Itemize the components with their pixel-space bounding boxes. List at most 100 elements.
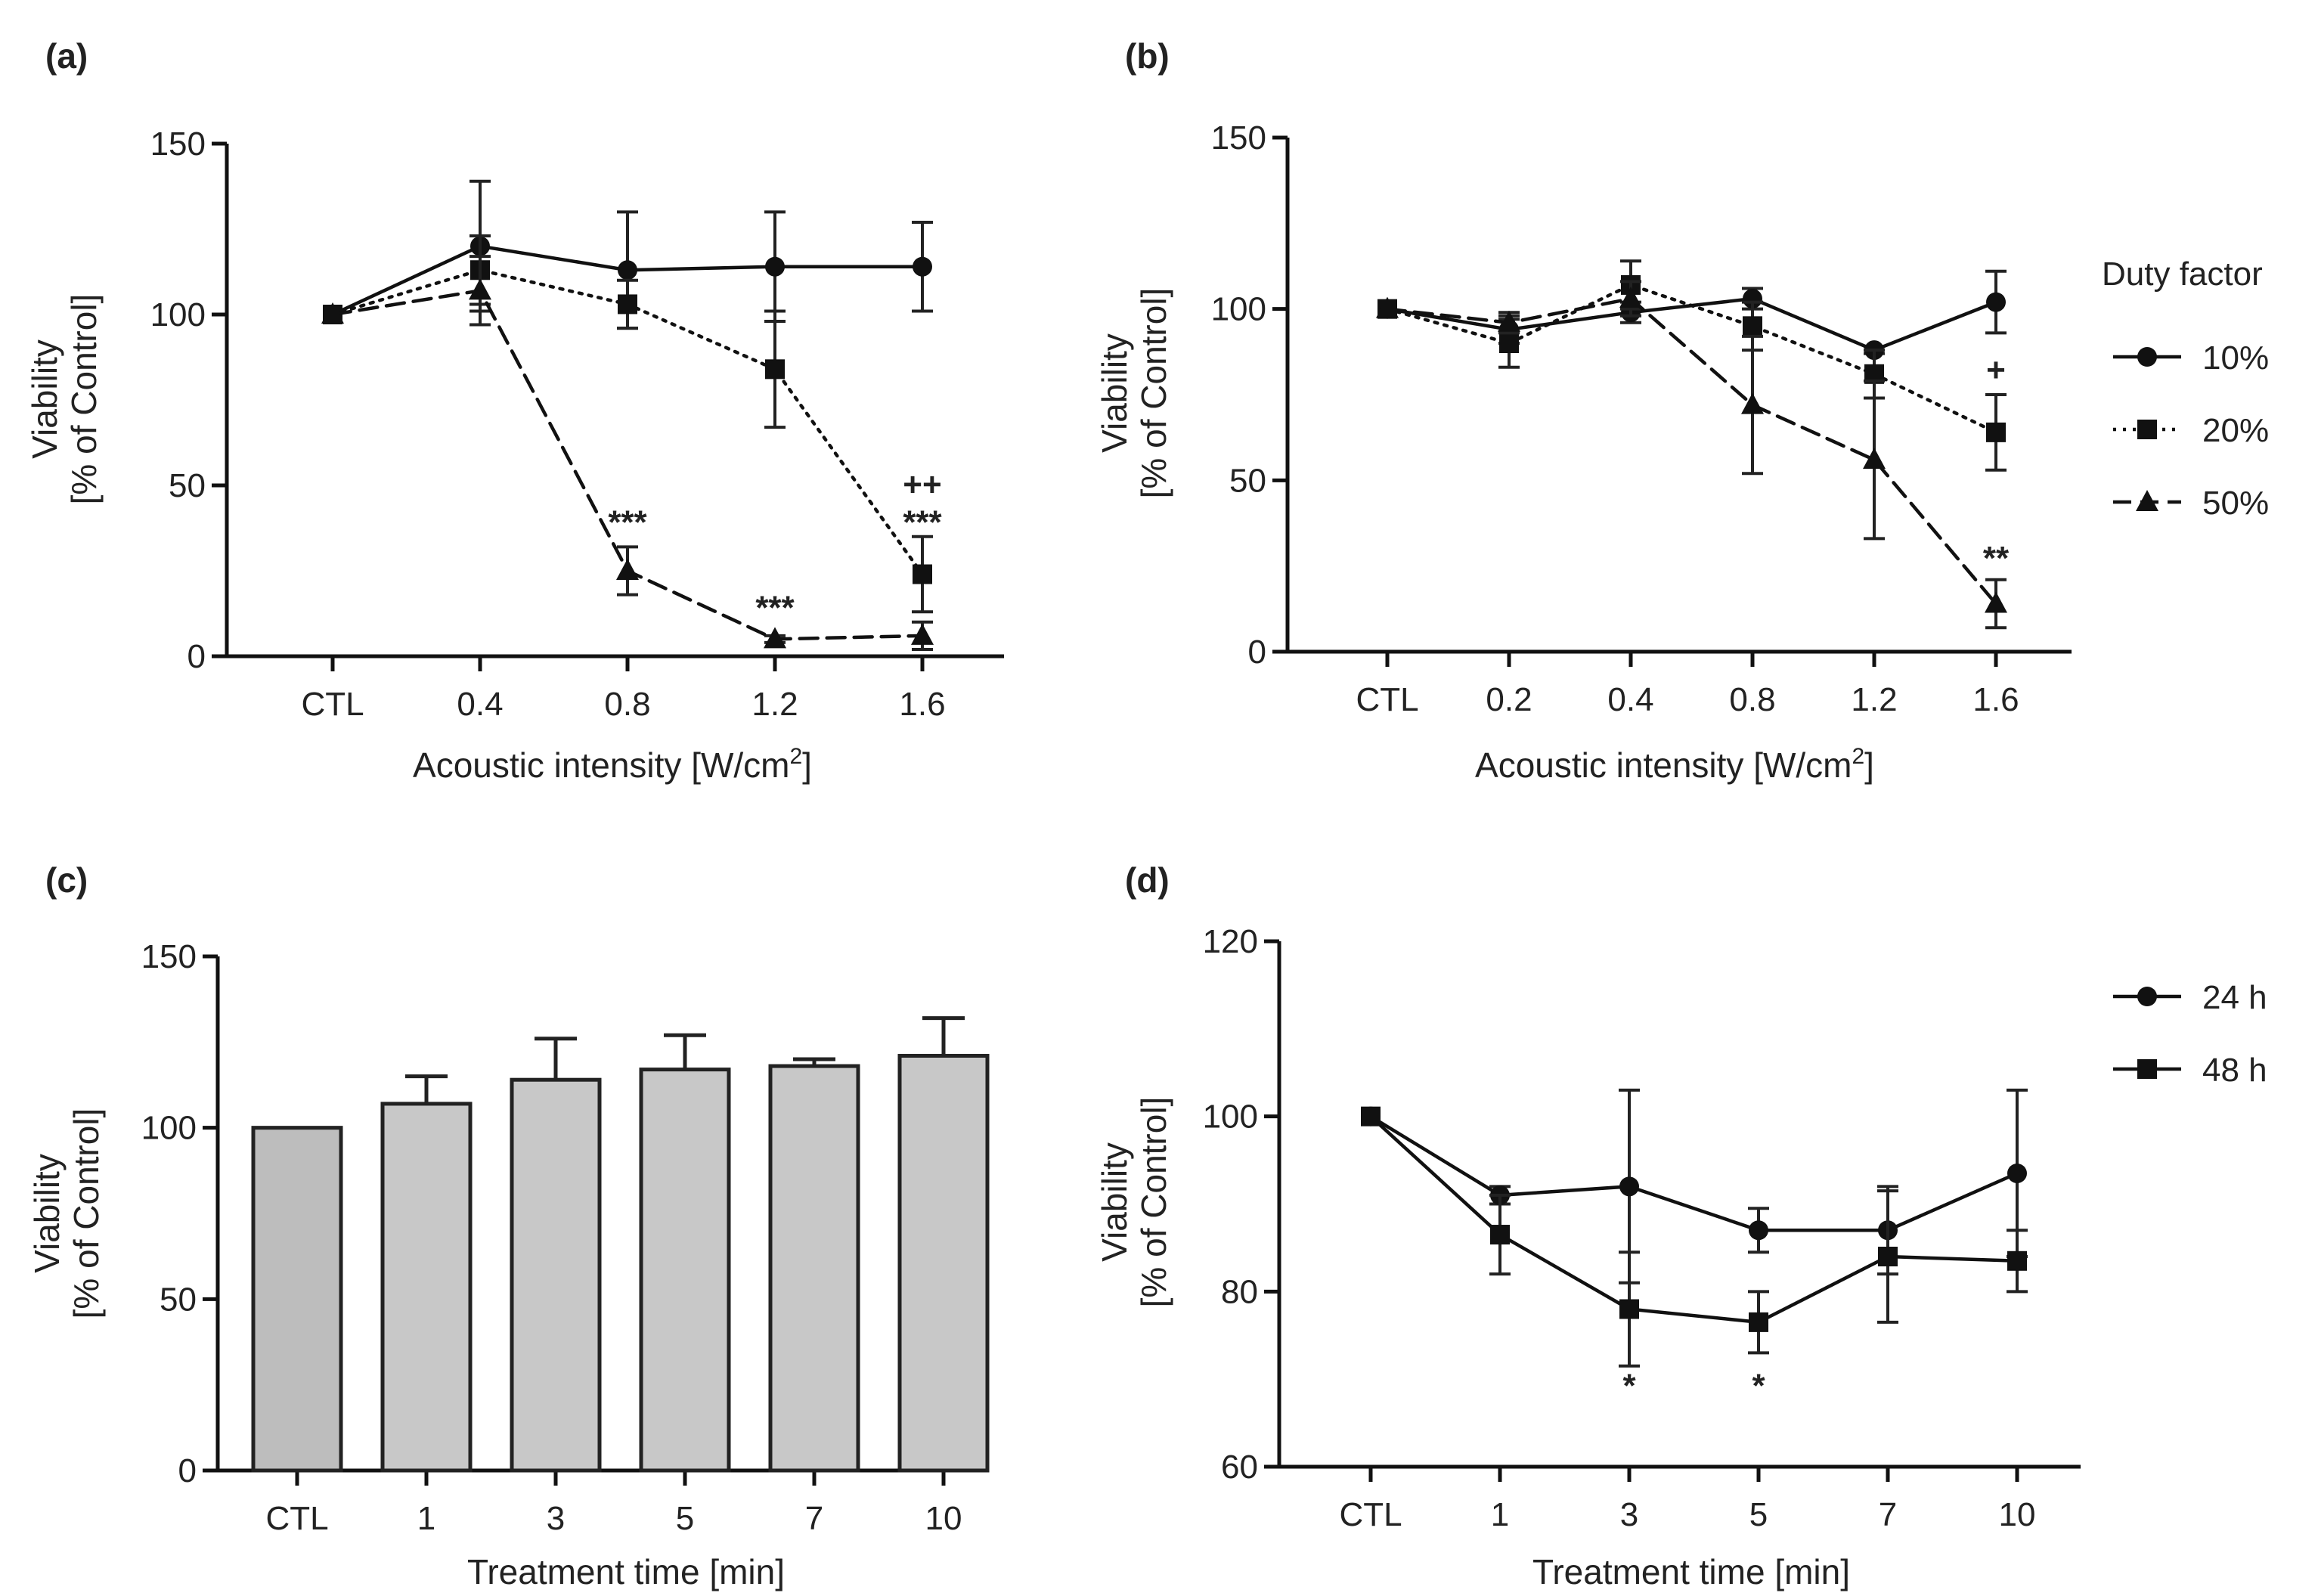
x-tick-label: 1 — [1491, 1496, 1509, 1533]
significance-annotation: *** — [608, 504, 647, 541]
x-tick-label: 1.6 — [1972, 681, 2019, 718]
significance-annotation: * — [1622, 1367, 1636, 1404]
data-point — [1490, 1225, 1510, 1245]
y-tick-label: 100 — [1211, 291, 1266, 328]
x-axis-title: Treatment time [min] — [1532, 1552, 1850, 1591]
bar — [639, 1068, 731, 1473]
panel-label: (a) — [45, 36, 88, 76]
y-tick-label: 50 — [1229, 462, 1266, 499]
x-tick-label: 1 — [417, 1500, 435, 1537]
panel-b: 0 50 100 150 CTL 0.2 0.4 0.8 1.2 1.6 (b) Viability[… — [1095, 36, 2072, 785]
data-point — [1878, 1247, 1898, 1266]
y-tick-label: 0 — [187, 638, 206, 675]
y-axis-title-line1: Viability — [1095, 1142, 1134, 1262]
y-axis-title-line1: Viability — [25, 339, 64, 459]
x-axis-title-end: ] — [1864, 745, 1874, 785]
data-point — [1986, 422, 2006, 442]
data-point — [1498, 310, 1520, 332]
x-tick-label: 0.2 — [1486, 681, 1532, 718]
panel-a: 0 50 100 150 CTL 0.4 0.8 1.2 1.6 (a) Viability[% o… — [25, 36, 1004, 785]
x-axis-title: Acoustic intensity [W/cm2] — [1475, 744, 1874, 785]
x-axis-title-main: Acoustic intensity [W/cm — [413, 745, 789, 785]
y-axis-title: Viability[% of Control] — [1095, 1097, 1173, 1308]
x-axis-title-end: ] — [802, 745, 812, 785]
series-50 — [1376, 280, 2007, 630]
data-point — [1619, 287, 1642, 308]
x-tick-label: 7 — [805, 1500, 823, 1537]
data-point — [764, 627, 786, 649]
y-tick-label: 0 — [178, 1452, 197, 1489]
series-48h — [1361, 1106, 2028, 1368]
y-tick-label: 150 — [150, 126, 206, 163]
data-point — [1361, 1106, 1381, 1126]
x-axis-title: Acoustic intensity [W/cm2] — [413, 744, 812, 785]
data-point — [913, 256, 932, 277]
data-point — [1749, 1312, 1768, 1332]
series-line — [1368, 1114, 2019, 1232]
x-axis-title: Treatment time [min] — [467, 1552, 785, 1591]
data-point — [1741, 392, 1764, 414]
panel-label: (c) — [45, 860, 88, 900]
x-tick-label: 0.8 — [1729, 681, 1775, 718]
y-axis-title-line2: [% of Control] — [64, 294, 104, 505]
data-point — [1749, 1220, 1768, 1241]
significance-annotation: *** — [755, 589, 795, 626]
series-line — [1368, 1114, 2019, 1325]
data-point — [2007, 1250, 2027, 1271]
bar — [380, 1102, 473, 1473]
data-point — [2007, 1163, 2027, 1183]
bar — [897, 1053, 990, 1473]
legend: Duty factor 10% 20% 50% — [2102, 256, 2269, 522]
data-point — [469, 278, 491, 300]
y-tick-label: 150 — [1211, 119, 1266, 157]
legend: 24 h 48 h — [2113, 979, 2267, 1089]
x-tick-label: 3 — [1620, 1496, 1638, 1533]
bar — [251, 1126, 343, 1473]
data-point — [911, 623, 934, 645]
data-point — [1619, 1176, 1639, 1197]
significance-annotation: ** — [1983, 540, 2010, 577]
series-20 — [1377, 259, 2007, 472]
x-tick-label: CTL — [301, 686, 364, 723]
x-tick-label: CTL — [1356, 681, 1418, 718]
data-point — [1986, 292, 2006, 312]
x-axis-title-superscript: 2 — [789, 744, 802, 769]
data-point — [1743, 316, 1762, 336]
y-tick-label: 0 — [1248, 634, 1266, 671]
x-axis-title-superscript: 2 — [1852, 744, 1864, 769]
y-tick-label: 100 — [150, 296, 206, 333]
y-axis-title: Viability[% of Control] — [27, 1108, 106, 1319]
x-tick-label: 1.2 — [751, 686, 798, 723]
x-tick-label: CTL — [1339, 1496, 1402, 1533]
data-point — [616, 559, 639, 580]
data-point — [1499, 333, 1519, 353]
y-tick-label: 80 — [1221, 1273, 1258, 1310]
data-point — [321, 302, 344, 324]
y-tick-label: 50 — [169, 467, 206, 504]
data-point — [1863, 448, 1886, 470]
x-axis-title-main: Acoustic intensity [W/cm — [1475, 745, 1852, 785]
legend-marker — [2137, 347, 2157, 367]
data-point — [1985, 591, 2007, 613]
y-tick-label: 150 — [141, 938, 197, 975]
x-tick-label: 0.8 — [604, 686, 650, 723]
data-point — [1376, 296, 1399, 318]
data-point — [618, 260, 637, 280]
legend-marker — [2137, 987, 2157, 1006]
x-tick-label: 5 — [676, 1500, 694, 1537]
legend-label: 50% — [2202, 485, 2269, 522]
x-tick-label: 10 — [1999, 1496, 2036, 1533]
y-tick-label: 60 — [1221, 1449, 1258, 1486]
series-10 — [1377, 269, 2007, 361]
x-tick-label: 1.2 — [1851, 681, 1897, 718]
x-tick-label: 7 — [1879, 1496, 1897, 1533]
legend-marker — [2137, 1059, 2157, 1079]
legend-label: 20% — [2202, 412, 2269, 449]
panel-label: (b) — [1125, 36, 1170, 76]
bar — [510, 1077, 602, 1473]
y-tick-label: 120 — [1203, 923, 1258, 960]
data-point — [913, 564, 932, 584]
y-tick-label: 100 — [141, 1110, 197, 1147]
series-24h — [1361, 1088, 2028, 1285]
panel-label: (d) — [1125, 860, 1170, 900]
